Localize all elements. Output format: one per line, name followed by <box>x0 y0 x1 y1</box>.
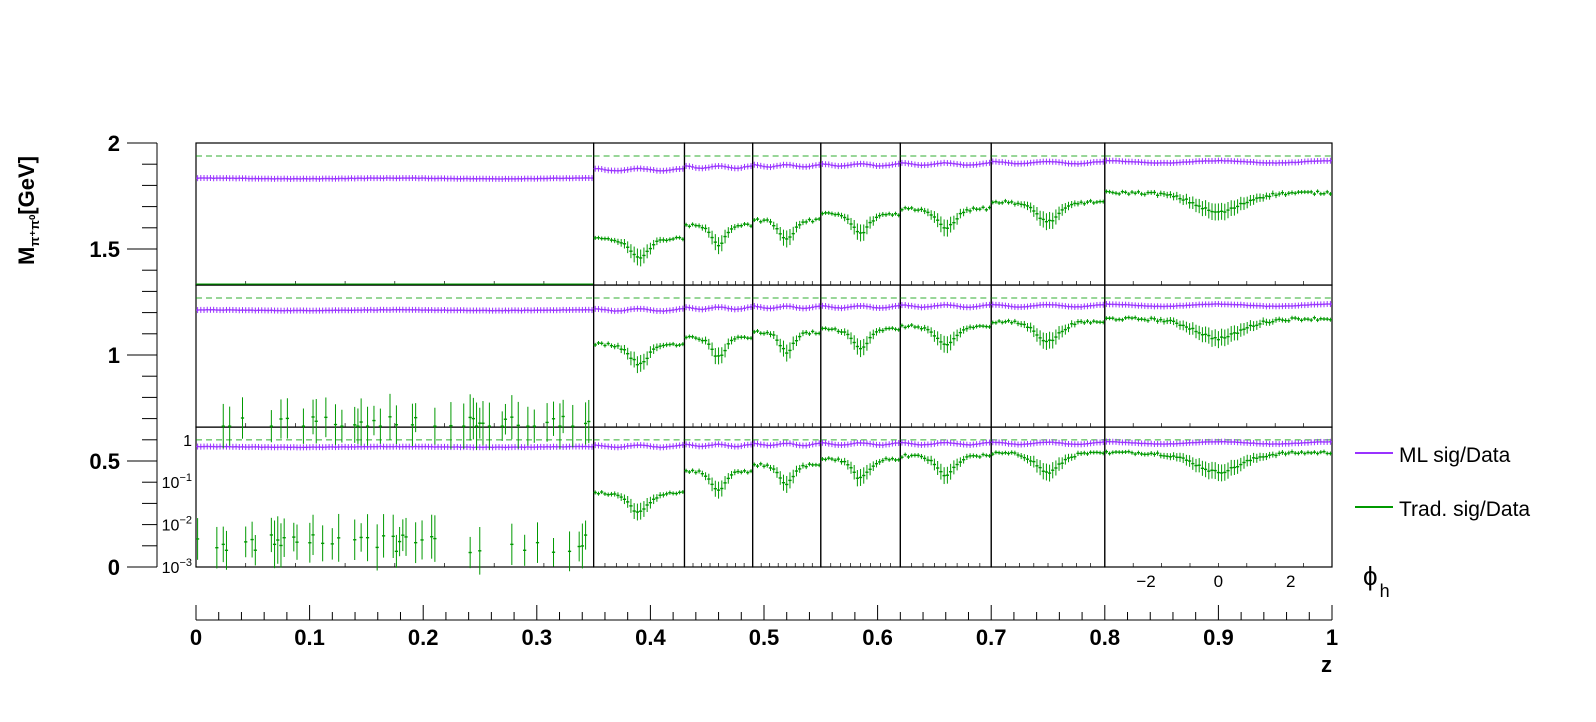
y-axis-ticks: 0 0.5 1 1.5 2 <box>89 131 157 580</box>
ratio-tick-label: 10−1 <box>162 472 192 492</box>
y-tick-label: 1.5 <box>89 237 120 262</box>
x-tick-label: 0.8 <box>1090 625 1121 650</box>
legend-label-trad: Trad. sig/Data <box>1399 498 1530 521</box>
legend-label-ml: ML sig/Data <box>1399 444 1511 467</box>
x-tick-label: 1 <box>1326 625 1338 650</box>
panel <box>592 426 686 568</box>
panel <box>592 284 686 428</box>
panel <box>683 284 754 428</box>
ratio-tick-label: 1 <box>183 433 192 450</box>
panel-grid: 1 10−1 10−2 10−3 −2 0 2 <box>162 142 1333 591</box>
legend-entry-trad: Trad. sig/Data <box>1355 498 1530 521</box>
x-tick-label: 0.3 <box>522 625 553 650</box>
x-tick-label: 0 <box>190 625 202 650</box>
y-tick-label: 0 <box>108 555 120 580</box>
y-tick-label: 0.5 <box>89 449 120 474</box>
ratio-tick-label: 10−2 <box>162 515 192 535</box>
phi-tick-label: 2 <box>1286 572 1295 591</box>
x-tick-label: 0.1 <box>294 625 325 650</box>
y-axis-title: Mπ⁺π⁰[GeV] <box>14 156 42 265</box>
panel <box>1104 284 1333 428</box>
panel <box>592 142 686 286</box>
x-axis-title: z <box>1321 652 1332 677</box>
phi-tick-label: 0 <box>1214 572 1223 591</box>
x-tick-label: 0.2 <box>408 625 439 650</box>
x-axis-ticks: 0 0.1 0.2 0.3 0.4 0.5 0.6 0.7 0.8 0.9 1 <box>190 605 1338 650</box>
y-tick-label: 1 <box>108 343 120 368</box>
panel <box>990 142 1106 286</box>
x-tick-label: 0.4 <box>635 625 666 650</box>
phi-tick-label: −2 <box>1136 572 1155 591</box>
y-tick-label: 2 <box>108 131 120 156</box>
panel <box>195 142 595 286</box>
x-axis: 0 0.1 0.2 0.3 0.4 0.5 0.6 0.7 0.8 0.9 1 z <box>190 605 1338 677</box>
x-tick-label: 0.9 <box>1203 625 1234 650</box>
panel <box>1104 142 1333 286</box>
x-tick-label: 0.6 <box>862 625 893 650</box>
legend: ML sig/Data Trad. sig/Data <box>1355 444 1530 521</box>
panel <box>1104 426 1333 568</box>
ratio-tick-label: 10−3 <box>162 557 192 577</box>
legend-entry-ml: ML sig/Data <box>1355 444 1511 467</box>
x-tick-label: 0.5 <box>749 625 780 650</box>
y-axis: 0 0.5 1 1.5 2 Mπ⁺π⁰[GeV] <box>14 131 158 580</box>
x-tick-label: 0.7 <box>976 625 1007 650</box>
